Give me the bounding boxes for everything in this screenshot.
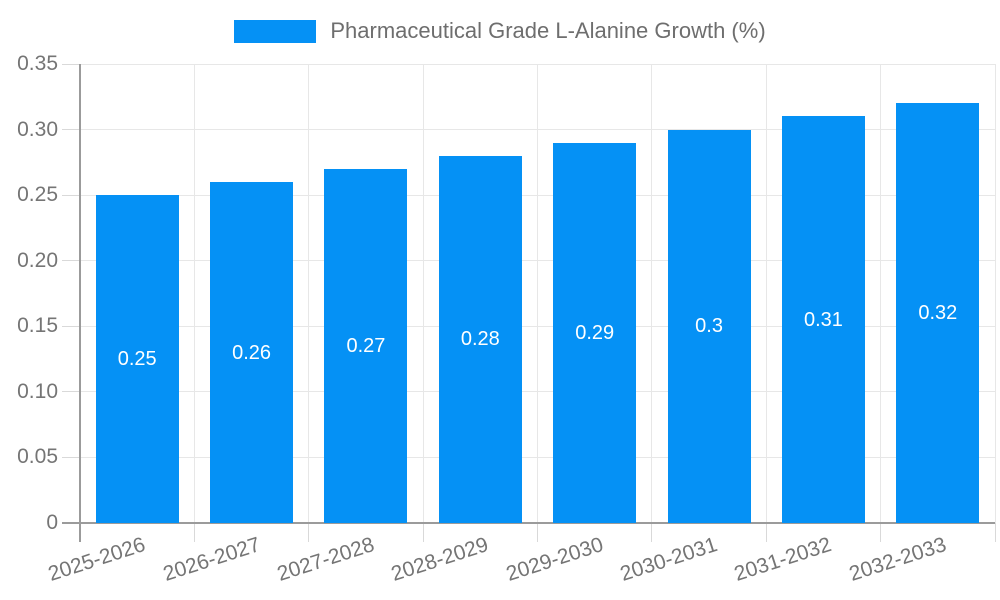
bar-value-label: 0.29: [575, 321, 615, 344]
y-tick: [62, 456, 80, 458]
bar[interactable]: 0.3: [667, 129, 751, 523]
gridline-v: [765, 64, 767, 523]
x-tick: [422, 523, 424, 542]
bar[interactable]: 0.26: [210, 182, 294, 523]
y-tick-label: 0.15: [17, 314, 58, 338]
bar-value-label: 0.3: [695, 315, 723, 338]
y-tick-label: 0.05: [17, 445, 58, 469]
y-tick: [62, 260, 80, 262]
gridline-v: [880, 64, 882, 523]
bar[interactable]: 0.31: [781, 116, 865, 523]
bar-value-label: 0.31: [803, 308, 843, 331]
bar-value-label: 0.28: [460, 328, 500, 351]
y-tick-label: 0.25: [17, 183, 58, 207]
y-tick: [62, 194, 80, 196]
bar[interactable]: 0.25: [95, 195, 179, 523]
y-tick-label: 0.20: [17, 248, 58, 272]
x-tick: [308, 523, 310, 542]
bar-value-label: 0.26: [232, 341, 272, 364]
gridline-v: [308, 64, 310, 523]
x-tick: [193, 523, 195, 542]
y-tick-label: 0.35: [17, 52, 58, 75]
bar-value-label: 0.25: [117, 348, 157, 371]
y-tick-label: 0: [46, 511, 58, 534]
y-tick: [62, 129, 80, 131]
y-tick: [62, 391, 80, 393]
bar-value-label: 0.27: [346, 334, 386, 357]
legend-swatch-icon: [234, 19, 317, 43]
gridline-v: [994, 64, 996, 523]
x-tick: [537, 523, 538, 542]
y-tick-label: 0.10: [17, 379, 58, 403]
bar[interactable]: 0.27: [324, 168, 408, 523]
x-tick: [651, 523, 653, 542]
y-tick-label: 0.30: [17, 117, 58, 141]
bar[interactable]: 0.29: [553, 142, 637, 523]
gridline-v: [422, 64, 424, 523]
x-tick: [880, 523, 882, 542]
y-tick: [62, 325, 80, 327]
x-tick: [994, 523, 996, 542]
x-axis-line: [62, 522, 995, 524]
bar[interactable]: 0.28: [438, 155, 522, 523]
legend-label: Pharmaceutical Grade L-Alanine Growth (%…: [330, 18, 766, 43]
y-axis-line: [79, 64, 81, 542]
gridline-v: [537, 64, 538, 523]
chart-legend-item[interactable]: Pharmaceutical Grade L-Alanine Growth (%…: [0, 16, 1000, 46]
y-tick: [62, 63, 80, 65]
bar-value-label: 0.32: [918, 302, 958, 325]
x-tick: [765, 523, 767, 542]
gridline-v: [651, 64, 653, 523]
bar[interactable]: 0.32: [896, 103, 980, 523]
gridline-v: [193, 64, 195, 523]
